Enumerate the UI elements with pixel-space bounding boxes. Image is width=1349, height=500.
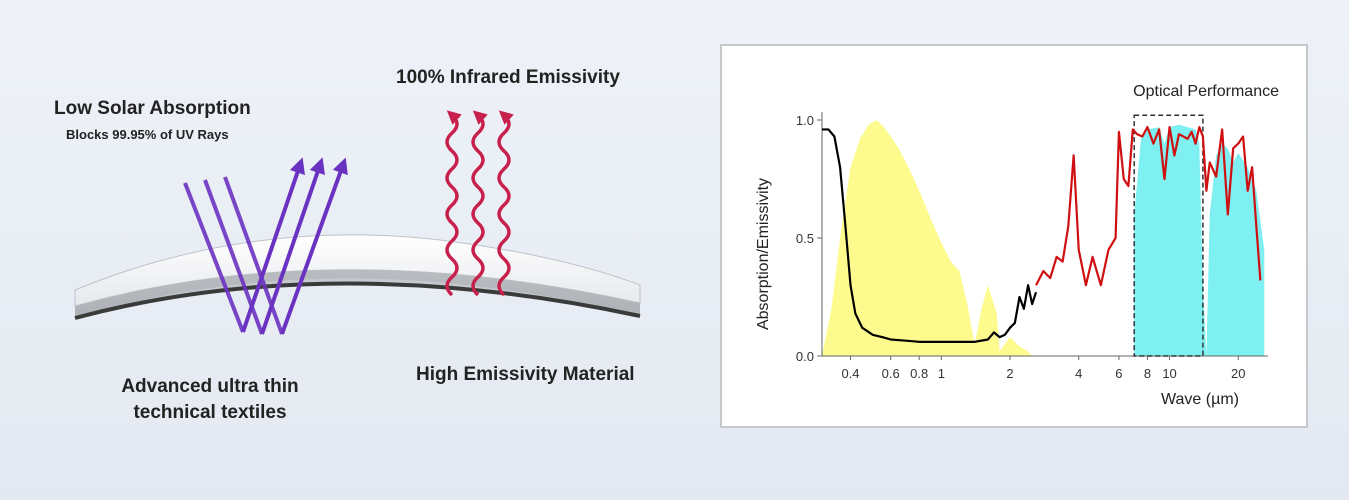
uv-reflection-arrows <box>183 157 348 335</box>
x-tick-label: 1 <box>938 366 945 381</box>
low-solar-absorption-title: Low Solar Absorption <box>54 98 251 119</box>
y-tick-label: 0.0 <box>796 349 814 364</box>
x-tick-label: 6 <box>1115 366 1122 381</box>
y-axis-label: Absorption/Emissivity <box>755 178 772 330</box>
chart-title: Optical Performance <box>1133 83 1279 100</box>
x-tick-label: 8 <box>1144 366 1151 381</box>
x-tick-label: 0.8 <box>910 366 928 381</box>
fabric-layer <box>74 234 641 320</box>
atmospheric-window-highlight-box <box>1133 114 1204 357</box>
x-axis-label: Wave (µm) <box>1161 391 1239 408</box>
x-tick-label: 0.6 <box>882 366 900 381</box>
uv-block-subtitle: Blocks 99.95% of UV Rays <box>66 127 229 142</box>
x-tick-label: 20 <box>1231 366 1245 381</box>
infrared-emissivity-title: 100% Infrared Emissivity <box>396 67 620 88</box>
x-tick-label: 10 <box>1162 366 1176 381</box>
atmospheric-window-area <box>1134 124 1265 356</box>
material-label: High Emissivity Material <box>416 364 635 385</box>
y-tick-label: 1.0 <box>796 113 814 128</box>
optical-performance-chart-panel: Optical Performance Wave (µm) Absorption… <box>720 44 1308 428</box>
emissivity-line <box>1035 125 1262 287</box>
x-tick-label: 2 <box>1006 366 1013 381</box>
solar-spectrum-area <box>822 120 1033 356</box>
optical-performance-chart: Optical Performance Wave (µm) Absorption… <box>755 83 1279 408</box>
x-tick-label: 4 <box>1075 366 1082 381</box>
x-tick-label: 0.4 <box>841 366 859 381</box>
fabric-diagram <box>74 110 641 335</box>
absorption-line <box>822 128 1038 343</box>
infrared-emission-arrows <box>445 110 514 297</box>
y-tick-label: 0.5 <box>796 231 814 246</box>
textile-label: Advanced ultra thin technical textiles <box>121 376 299 423</box>
